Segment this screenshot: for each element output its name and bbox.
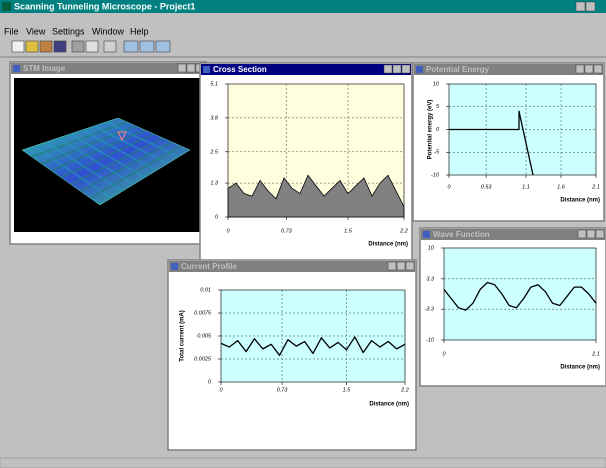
window-title: STM Image <box>23 64 66 73</box>
y-tick-label: 0.0025 <box>194 356 212 362</box>
y-tick-label: 5.1 <box>210 81 218 87</box>
y-tick-label: 10 <box>428 245 435 251</box>
menu-item[interactable]: Window <box>92 26 125 36</box>
window-button[interactable] <box>596 230 604 238</box>
x-tick-label: 1.6 <box>557 184 566 190</box>
y-tick-label: 10 <box>433 81 440 87</box>
window-button[interactable] <box>187 64 195 72</box>
tool-help[interactable] <box>104 41 116 52</box>
window-button[interactable] <box>406 262 414 270</box>
x-tick-label: 1.1 <box>522 184 530 190</box>
y-tick-label: 3.3 <box>426 276 435 282</box>
tool-view2[interactable] <box>140 41 154 52</box>
tool-new[interactable] <box>12 41 24 52</box>
y-tick-label: 0.0075 <box>194 310 212 316</box>
y-axis-label: Potential energy (eV) <box>428 100 434 160</box>
menu-item[interactable]: View <box>26 26 46 36</box>
x-tick-label: 1.5 <box>344 228 353 234</box>
y-axis-label: Total current (mA) <box>180 310 186 362</box>
x-axis-label: Distance (nm) <box>369 402 409 408</box>
app-title: Scanning Tunneling Microscope - Project1 <box>14 1 195 11</box>
window-button[interactable] <box>587 230 595 238</box>
toolbar <box>12 41 170 52</box>
x-tick-label: 0.73 <box>281 228 293 234</box>
tool-save[interactable] <box>54 41 66 52</box>
y-tick-label: 3.8 <box>210 115 219 121</box>
window-icon <box>13 65 20 72</box>
window-button[interactable] <box>397 262 405 270</box>
window-button[interactable] <box>393 65 401 73</box>
window-title: Potential Energy <box>426 65 490 74</box>
y-tick-label: 0.005 <box>197 333 212 339</box>
tool-open[interactable] <box>26 41 38 52</box>
window-icon <box>203 66 210 73</box>
child-window: Current Profile0.010.00750.0050.0025000.… <box>168 260 416 450</box>
window-icon <box>416 66 423 73</box>
x-tick-label: 2.2 <box>399 228 408 234</box>
window-title: Wave Function <box>433 230 490 239</box>
window-button[interactable] <box>178 64 186 72</box>
menu-item[interactable]: Settings <box>52 26 85 36</box>
x-tick-label: 1.5 <box>343 387 352 393</box>
y-tick-label: -10 <box>431 172 440 178</box>
child-window: STM Image <box>10 62 206 244</box>
window-title: Cross Section <box>213 65 267 74</box>
window-button[interactable] <box>576 65 584 73</box>
x-axis-label: Distance (nm) <box>560 365 600 371</box>
plot-area <box>444 248 596 340</box>
y-tick-label: 2.5 <box>209 149 219 155</box>
tool-view1[interactable] <box>124 41 138 52</box>
page: {"app": {"title": "Scanning Tunneling Mi… <box>0 0 606 468</box>
y-tick-label: -3.3 <box>425 307 435 313</box>
app-window: Scanning Tunneling Microscope - Project1… <box>0 0 606 468</box>
tool-print[interactable] <box>72 41 84 52</box>
x-tick-label: 2.1 <box>591 351 600 357</box>
window-button[interactable] <box>578 230 586 238</box>
window-icon <box>171 263 178 270</box>
window-button[interactable] <box>402 65 410 73</box>
window-icon <box>423 231 430 238</box>
minimize-button[interactable] <box>576 2 585 11</box>
window-button[interactable] <box>585 65 593 73</box>
x-tick-label: 0.53 <box>481 184 493 190</box>
y-tick-label: 0.01 <box>200 287 211 293</box>
tool-view3[interactable] <box>156 41 170 52</box>
menu-item[interactable]: Help <box>130 26 149 36</box>
x-tick-label: 2.1 <box>591 184 600 190</box>
x-axis-label: Distance (nm) <box>560 198 600 204</box>
menu-item[interactable]: File <box>4 26 19 36</box>
y-tick-label: 1.3 <box>210 181 219 187</box>
window-button[interactable] <box>594 65 602 73</box>
status-bar <box>0 458 606 468</box>
window-title: Current Profile <box>181 262 238 271</box>
y-tick-label: -10 <box>426 337 435 343</box>
app-icon <box>2 2 11 11</box>
menu-bar <box>0 13 606 27</box>
window-button[interactable] <box>388 262 396 270</box>
window-button[interactable] <box>384 65 392 73</box>
tool-folder[interactable] <box>40 41 52 52</box>
close-button[interactable] <box>586 2 595 11</box>
tool-preview[interactable] <box>86 41 98 52</box>
x-tick-label: 2.2 <box>400 387 409 393</box>
x-tick-label: 0.73 <box>277 387 289 393</box>
x-axis-label: Distance (nm) <box>368 242 408 248</box>
